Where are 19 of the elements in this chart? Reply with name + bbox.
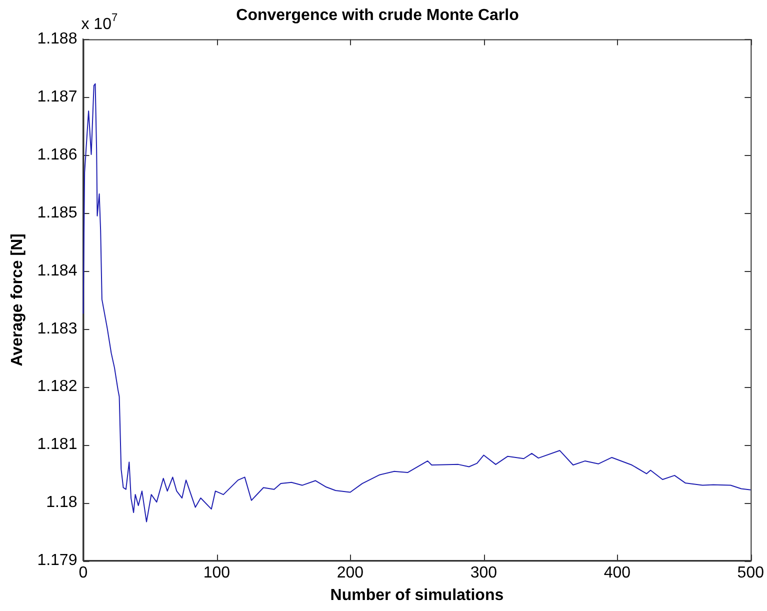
x-tick-label: 500 — [737, 564, 764, 582]
y-tick-label: 1.181 — [37, 436, 78, 454]
y-tick-label: 1.18 — [46, 494, 78, 512]
y-axis-title: Average force [N] — [9, 234, 26, 366]
y-tick-label: 1.187 — [37, 88, 78, 106]
chart-title: Convergence with crude Monte Carlo — [236, 7, 520, 24]
x-tick-label: 200 — [336, 564, 364, 582]
y-tick-label: 1.188 — [37, 30, 78, 48]
y-tick-label: 1.186 — [37, 146, 78, 164]
x-tick-label: 400 — [604, 564, 631, 582]
y-tick-label: 1.179 — [37, 552, 78, 570]
x-axis-title: Number of simulations — [330, 586, 504, 604]
y-tick-label: 1.185 — [37, 204, 78, 222]
y-tick-label: 1.184 — [37, 262, 78, 280]
y-tick-label: 1.183 — [37, 320, 78, 338]
x-tick-label: 0 — [78, 564, 88, 582]
x-tick-label: 300 — [470, 564, 498, 582]
x-tick-label: 100 — [203, 564, 230, 582]
y-tick-label: 1.182 — [37, 378, 78, 396]
